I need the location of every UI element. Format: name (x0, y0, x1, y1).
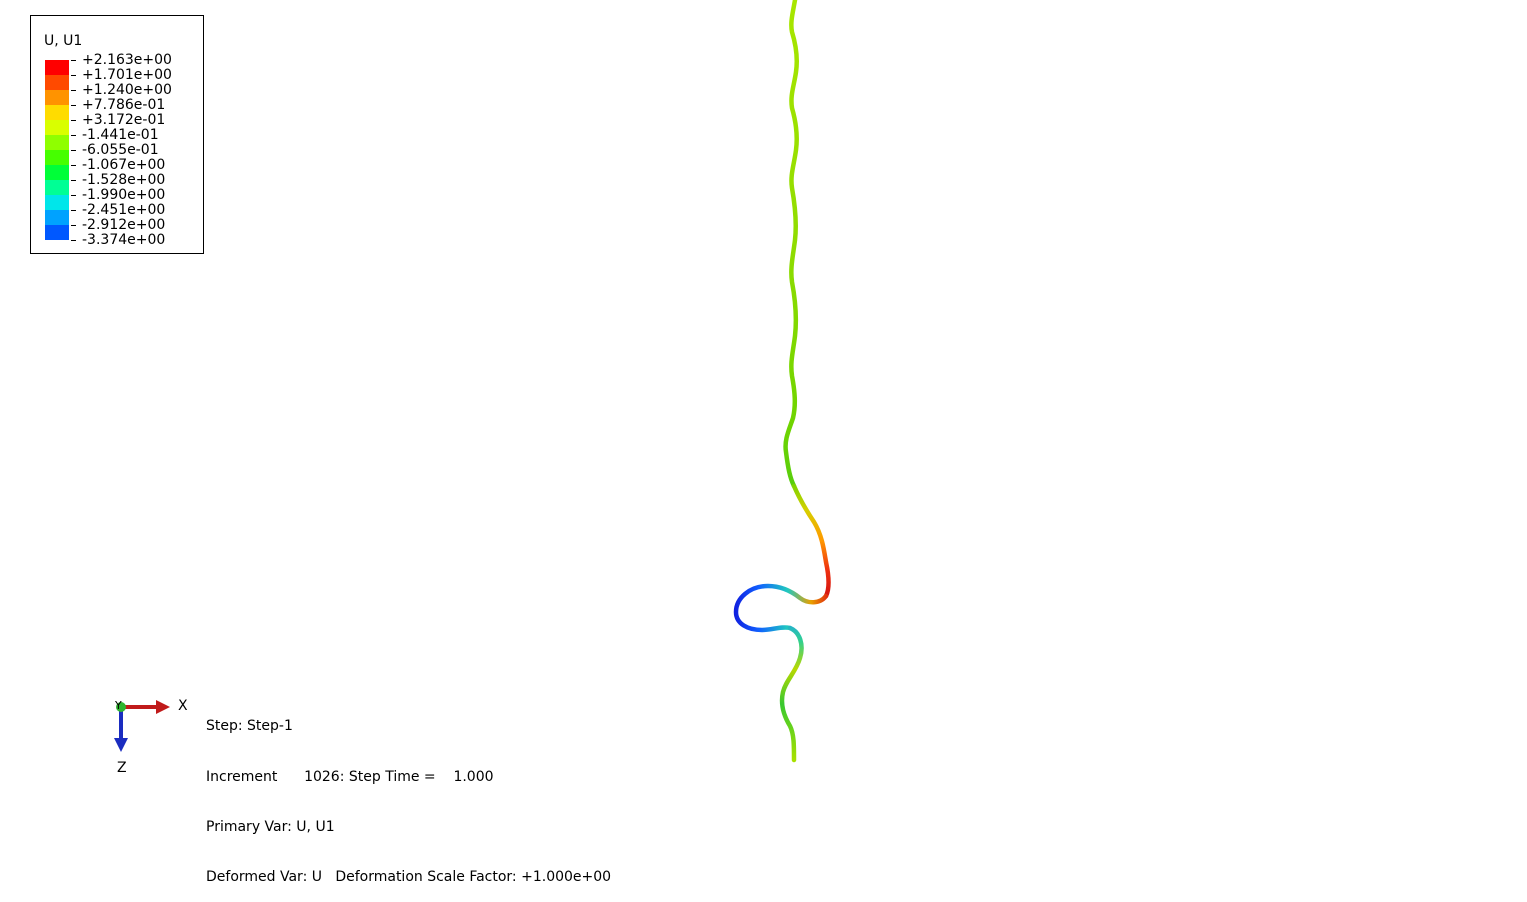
legend-swatch (45, 60, 69, 75)
legend-tick (71, 105, 76, 106)
legend-tick (71, 195, 76, 196)
legend-label: -2.912e+00 (82, 217, 166, 233)
fiber-hot-segment (791, 483, 831, 599)
legend-tick (71, 60, 76, 61)
legend-swatch (45, 210, 69, 225)
legend-tick (71, 75, 76, 76)
legend-label: -1.067e+00 (82, 157, 166, 173)
legend-swatch (45, 150, 69, 165)
legend-swatch (45, 120, 69, 135)
legend-label: -1.990e+00 (82, 187, 166, 203)
legend-swatch (45, 135, 69, 150)
fiber-loop-segment (733, 583, 829, 633)
model-viewport[interactable] (0, 0, 1527, 777)
legend-swatch (45, 105, 69, 120)
legend-swatch (45, 195, 69, 210)
legend-label: +7.786e-01 (82, 97, 166, 113)
step-line: Step: Step-1 (206, 718, 293, 735)
z-axis-arrowhead (114, 738, 128, 752)
legend-tick (71, 180, 76, 181)
legend-tick (71, 90, 76, 91)
legend-title: U, U1 (44, 33, 83, 49)
legend-color-bar (45, 60, 69, 242)
legend-swatch (45, 90, 69, 105)
legend-tick (71, 135, 76, 136)
legend-label: +1.701e+00 (82, 67, 172, 83)
legend-label: -2.451e+00 (82, 202, 166, 218)
legend-label: +1.240e+00 (82, 82, 172, 98)
fiber-upper-segment (783, 0, 800, 489)
triad-arrows (114, 700, 170, 752)
step-info-text: Step: Step-1 Increment 1026: Step Time =… (206, 685, 611, 902)
legend-swatch (45, 225, 69, 240)
coordinate-triad: X Y Z (100, 690, 200, 777)
legend-label: -3.374e+00 (82, 232, 166, 248)
x-axis-arrowhead (156, 700, 170, 714)
legend-label: +2.163e+00 (82, 52, 172, 68)
contour-legend: U, U1 +2.163e+00 +1.701e+00 +1.240e+00 +… (30, 15, 204, 254)
legend-tick (71, 240, 76, 241)
primary-var-line: Primary Var: U, U1 (206, 818, 335, 835)
legend-swatch (45, 165, 69, 180)
x-axis-label: X (178, 698, 188, 714)
z-axis-label: Z (117, 760, 127, 776)
legend-tick (71, 150, 76, 151)
legend-swatch (45, 180, 69, 195)
legend-tick (71, 225, 76, 226)
fiber-lower-segment (779, 625, 804, 763)
legend-label: +3.172e-01 (82, 112, 166, 128)
legend-tick (71, 120, 76, 121)
legend-swatch (45, 75, 69, 90)
legend-label: -6.055e-01 (82, 142, 159, 158)
y-axis-label: Y (115, 699, 122, 712)
y-axis-dot (116, 702, 126, 712)
deformed-var-line: Deformed Var: U Deformation Scale Factor… (206, 868, 612, 885)
legend-label: -1.441e-01 (82, 127, 159, 143)
legend-tick (71, 210, 76, 211)
legend-tick (71, 165, 76, 166)
legend-label: -1.528e+00 (82, 172, 166, 188)
